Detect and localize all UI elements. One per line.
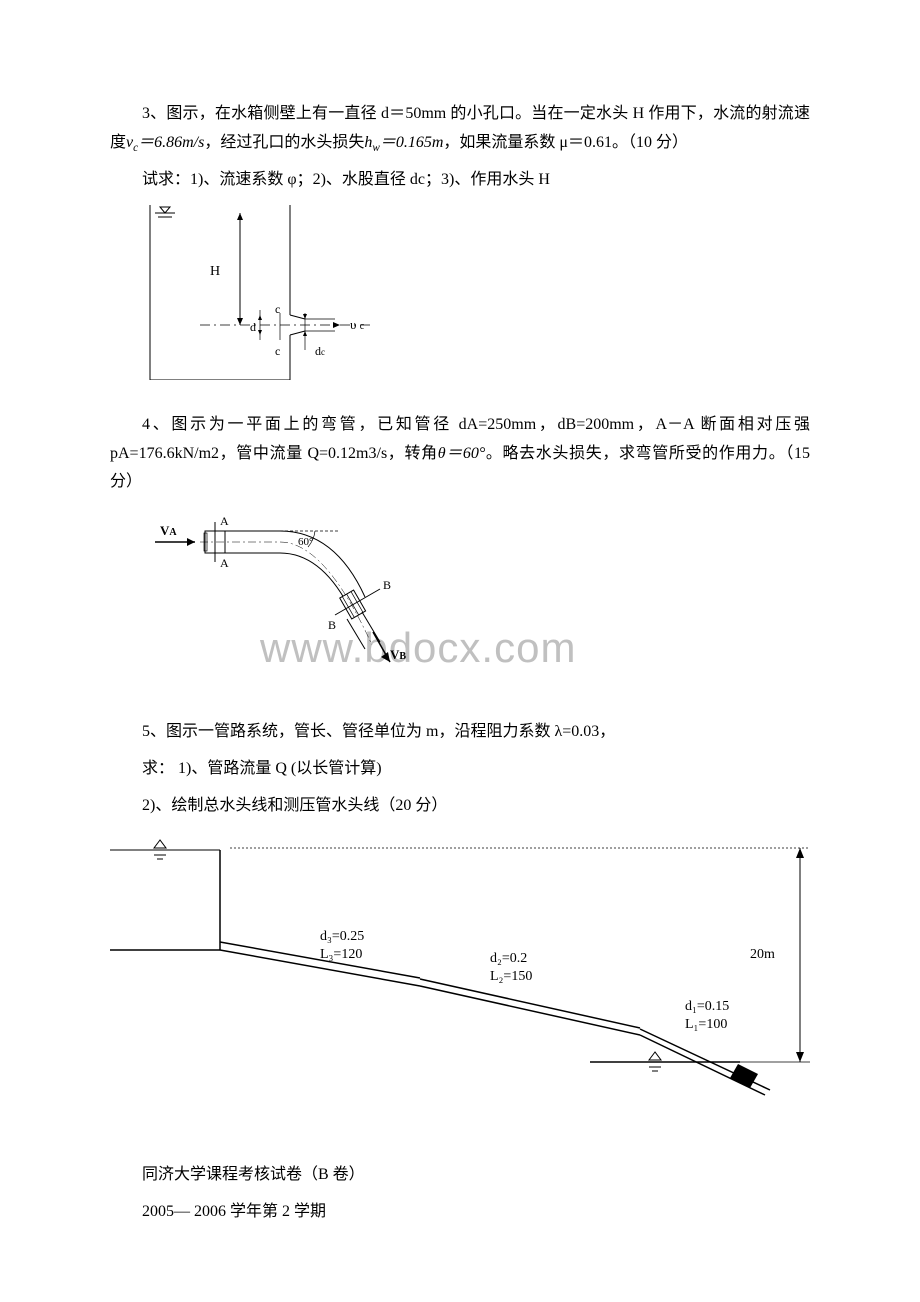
q3-text: 3、图示，在水箱侧壁上有一直径 d＝50mm 的小孔口。当在一定水头 H 作用下… — [110, 100, 810, 158]
q4-A-bot: A — [220, 556, 229, 570]
q3-formula1: vc＝6.86m/s — [126, 134, 204, 151]
q5-L2: L₂=150 — [490, 969, 532, 984]
q5-text2: 求： 1)、管路流量 Q (以长管计算) — [110, 755, 810, 784]
q3-c-top: c — [275, 302, 280, 316]
q4-VA: VA — [160, 523, 177, 538]
q3-dc-label: dc — [315, 344, 325, 358]
q3-formula2: hw＝0.165m — [364, 134, 443, 151]
q3-subtext: 试求：1)、流速系数 φ；2)、水股直径 dc；3)、作用水头 H — [110, 166, 810, 195]
q5-20m: 20m — [750, 947, 775, 962]
q5-L1: L₁=100 — [685, 1017, 727, 1032]
q4-text: 4、图示为一平面上的弯管，已知管径 dA=250mm，dB=200mm，A－A … — [110, 411, 810, 497]
q4-B-right: B — [383, 578, 391, 592]
footer-line2: 2005— 2006 学年第 2 学期 — [110, 1198, 810, 1227]
q4-diagram: VA A A 60° B B VB — [140, 507, 810, 698]
q5-d2: d₂=0.2 — [490, 951, 527, 966]
q3-vc-label: υ c — [350, 317, 365, 332]
q3-part2: ，经过孔口的水头损失 — [204, 134, 364, 151]
q4-angle: 60° — [298, 536, 313, 548]
q3-part3: ，如果流量系数 μ＝0.61。（10 分） — [443, 134, 688, 151]
q5-L3: L₃=120 — [320, 947, 362, 962]
q5-diagram: d₃=0.25 L₃=120 d₂=0.2 L₂=150 d₁=0.15 L₁=… — [110, 830, 810, 1121]
q5-d3: d₃=0.25 — [320, 929, 364, 944]
q4-VB: VB — [390, 647, 406, 662]
q4-B-left: B — [328, 618, 336, 632]
q3-d-label: d — [250, 320, 256, 334]
q5-text1: 5、图示一管路系统，管长、管径单位为 m，沿程阻力系数 λ=0.03， — [110, 718, 810, 747]
footer-line1: 同济大学课程考核试卷（B 卷） — [110, 1161, 810, 1190]
q5-d1: d₁=0.15 — [685, 999, 729, 1014]
q4-formula: θ＝60° — [438, 445, 486, 462]
q5-text3: 2)、绘制总水头线和测压管水头线（20 分） — [110, 792, 810, 821]
q3-diagram: H c c d υ c dc — [140, 205, 810, 391]
q4-A-top: A — [220, 514, 229, 528]
q3-H-label: H — [210, 264, 220, 279]
q3-c-bot: c — [275, 344, 280, 358]
